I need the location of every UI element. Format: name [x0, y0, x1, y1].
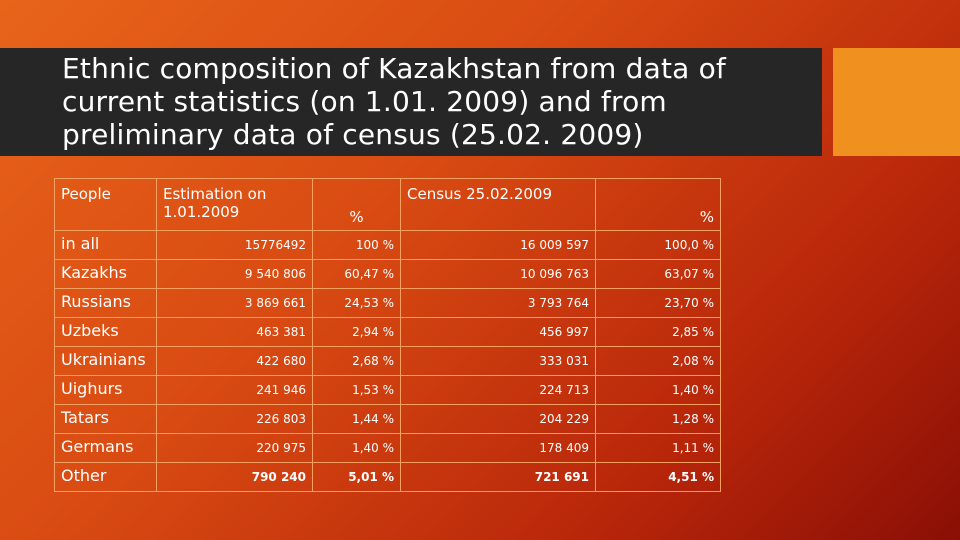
- cell-percent-census: 63,07 %: [595, 259, 721, 289]
- cell-percent-census: 100,0 %: [595, 230, 721, 260]
- cell-people: in all: [54, 230, 157, 260]
- table-row: Russians 3 869 661 24,53 % 3 793 764 23,…: [54, 288, 721, 318]
- cell-census: 224 713: [400, 375, 596, 405]
- cell-census: 204 229: [400, 404, 596, 434]
- slide-title: Ethnic composition of Kazakhstan from da…: [62, 52, 726, 151]
- cell-percent-estimation: 2,68 %: [312, 346, 401, 376]
- table-row: Uighurs 241 946 1,53 % 224 713 1,40 %: [54, 375, 721, 405]
- header-people: People: [54, 178, 157, 231]
- cell-estimation: 241 946: [156, 375, 313, 405]
- cell-estimation: 790 240: [156, 462, 313, 492]
- cell-people: Germans: [54, 433, 157, 463]
- header-census: Census 25.02.2009: [400, 178, 596, 231]
- cell-percent-estimation: 1,44 %: [312, 404, 401, 434]
- cell-census: 10 096 763: [400, 259, 596, 289]
- cell-census: 721 691: [400, 462, 596, 492]
- header-estimation: Estimation on 1.01.2009: [156, 178, 313, 231]
- cell-percent-estimation: 2,94 %: [312, 317, 401, 347]
- cell-percent-estimation: 1,40 %: [312, 433, 401, 463]
- cell-census: 178 409: [400, 433, 596, 463]
- cell-people: Tatars: [54, 404, 157, 434]
- table-header-row: People Estimation on 1.01.2009 % Census …: [54, 178, 721, 231]
- cell-estimation: 463 381: [156, 317, 313, 347]
- ethnic-composition-table: People Estimation on 1.01.2009 % Census …: [54, 178, 721, 492]
- cell-people: Other: [54, 462, 157, 492]
- cell-percent-estimation: 100 %: [312, 230, 401, 260]
- cell-percent-estimation: 60,47 %: [312, 259, 401, 289]
- cell-people: Russians: [54, 288, 157, 318]
- table-row: Ukrainians 422 680 2,68 % 333 031 2,08 %: [54, 346, 721, 376]
- cell-percent-estimation: 24,53 %: [312, 288, 401, 318]
- cell-people: Uzbeks: [54, 317, 157, 347]
- cell-percent-census: 2,08 %: [595, 346, 721, 376]
- cell-estimation: 422 680: [156, 346, 313, 376]
- cell-census: 456 997: [400, 317, 596, 347]
- cell-percent-census: 1,28 %: [595, 404, 721, 434]
- cell-estimation: 15776492: [156, 230, 313, 260]
- table-row: Kazakhs 9 540 806 60,47 % 10 096 763 63,…: [54, 259, 721, 289]
- table-row: Germans 220 975 1,40 % 178 409 1,11 %: [54, 433, 721, 463]
- accent-box: [833, 48, 960, 156]
- cell-estimation: 226 803: [156, 404, 313, 434]
- title-bar: [0, 48, 822, 156]
- table-row: Tatars 226 803 1,44 % 204 229 1,28 %: [54, 404, 721, 434]
- cell-percent-census: 1,40 %: [595, 375, 721, 405]
- cell-people: Kazakhs: [54, 259, 157, 289]
- cell-estimation: 220 975: [156, 433, 313, 463]
- table-row: in all 15776492 100 % 16 009 597 100,0 %: [54, 230, 721, 260]
- cell-census: 16 009 597: [400, 230, 596, 260]
- cell-percent-estimation: 5,01 %: [312, 462, 401, 492]
- table-row: Other 790 240 5,01 % 721 691 4,51 %: [54, 462, 721, 492]
- header-percent-census: %: [595, 178, 721, 231]
- cell-estimation: 9 540 806: [156, 259, 313, 289]
- cell-census: 3 793 764: [400, 288, 596, 318]
- cell-people: Ukrainians: [54, 346, 157, 376]
- cell-census: 333 031: [400, 346, 596, 376]
- table-row: Uzbeks 463 381 2,94 % 456 997 2,85 %: [54, 317, 721, 347]
- cell-percent-estimation: 1,53 %: [312, 375, 401, 405]
- cell-percent-census: 1,11 %: [595, 433, 721, 463]
- header-percent-estimation: %: [312, 178, 401, 231]
- cell-percent-census: 23,70 %: [595, 288, 721, 318]
- cell-estimation: 3 869 661: [156, 288, 313, 318]
- cell-people: Uighurs: [54, 375, 157, 405]
- cell-percent-census: 2,85 %: [595, 317, 721, 347]
- cell-percent-census: 4,51 %: [595, 462, 721, 492]
